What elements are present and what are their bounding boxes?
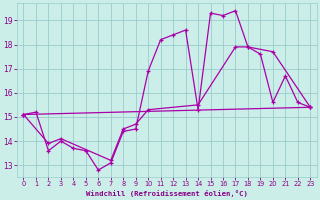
X-axis label: Windchill (Refroidissement éolien,°C): Windchill (Refroidissement éolien,°C) — [86, 190, 248, 197]
